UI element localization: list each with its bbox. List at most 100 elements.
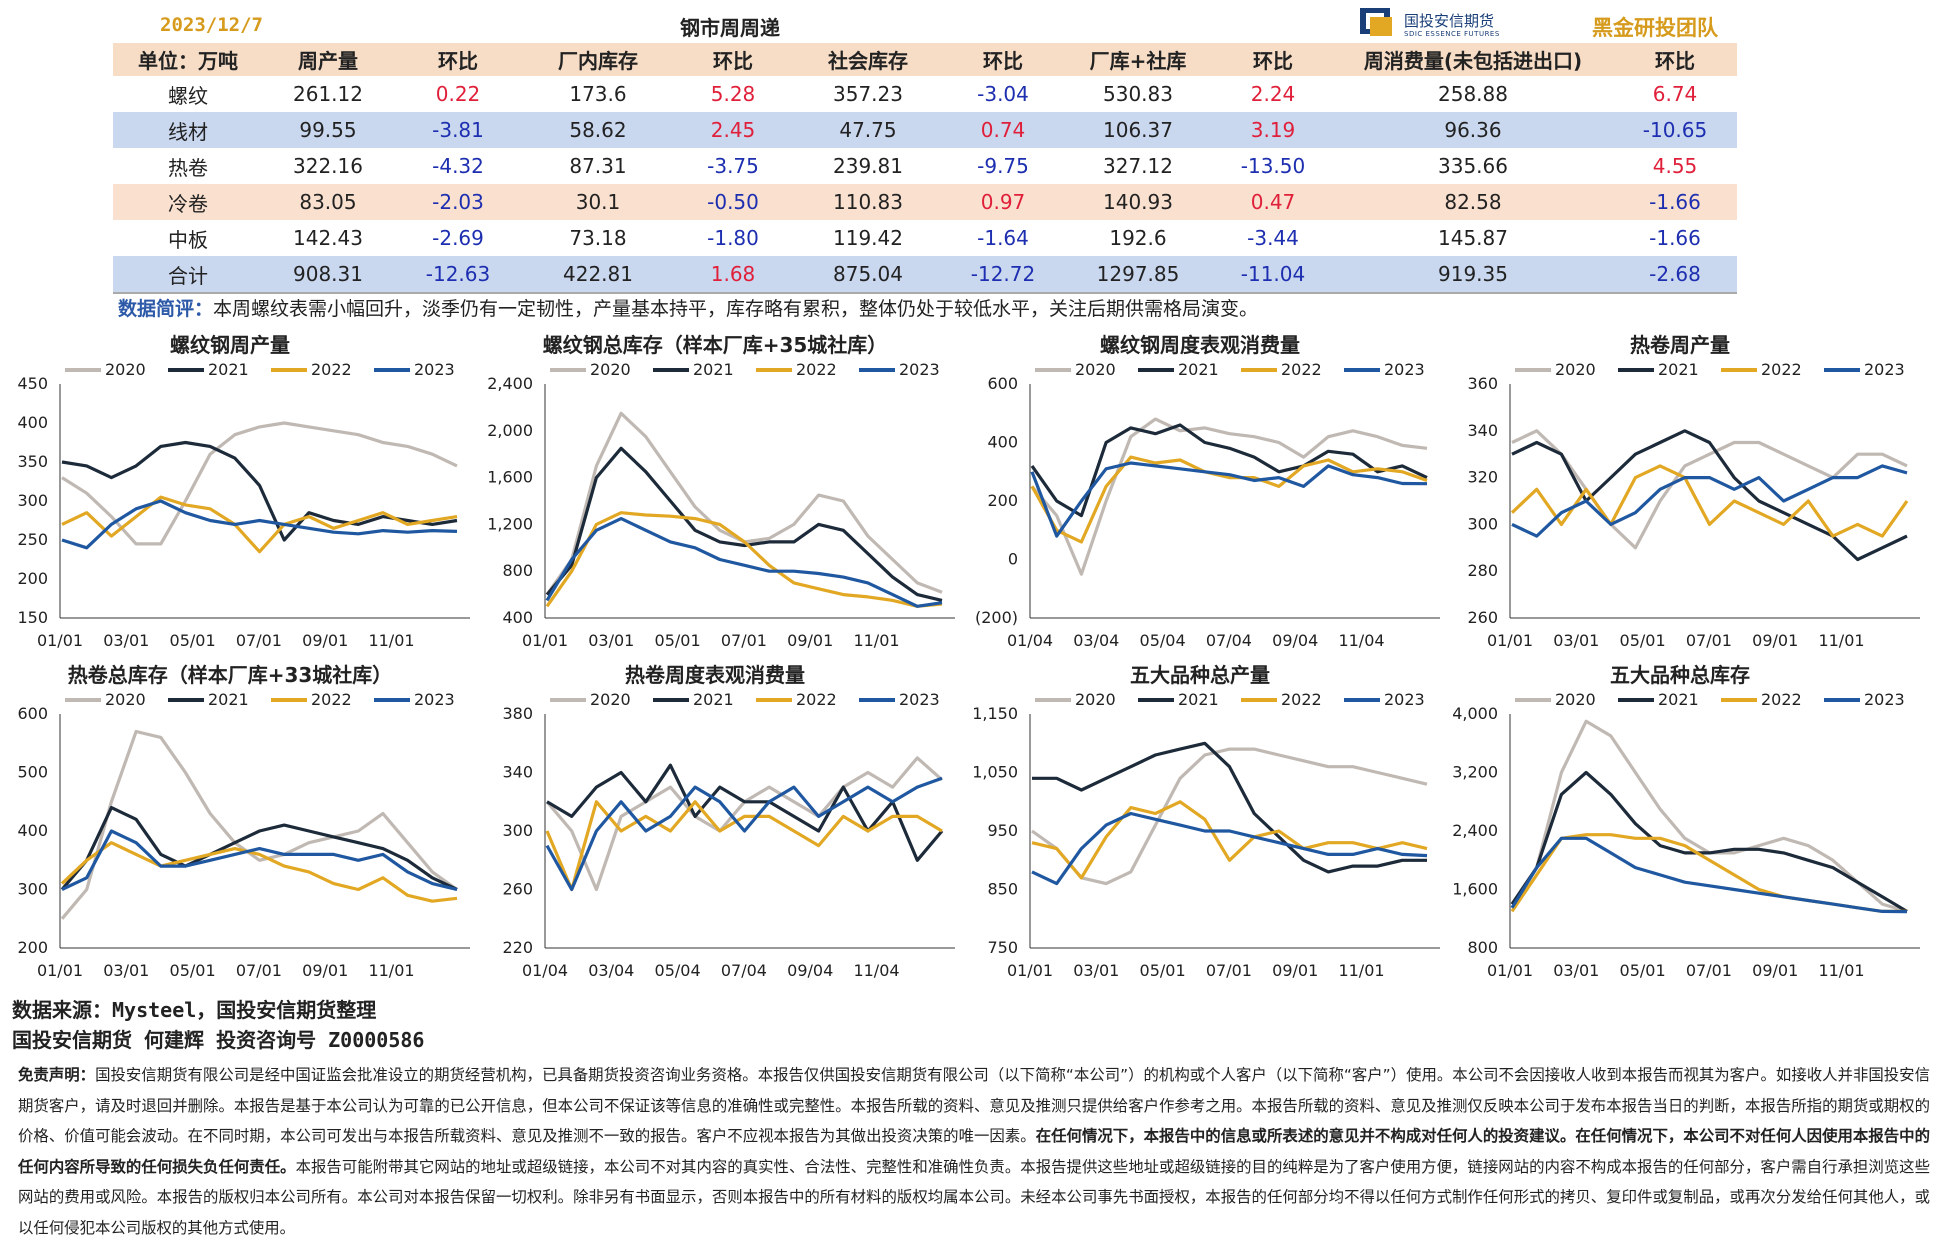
series-line-2022: [60, 841, 458, 903]
x-tick-label: 05/01: [170, 631, 216, 650]
x-tick-label: 07/01: [1686, 631, 1732, 650]
value-cell: 83.05: [263, 184, 393, 220]
chart-3: 螺纹钢周度表观消费量 2020 2021 2022 2023 (200) 0 200 400 60…: [975, 333, 1440, 650]
legend-label-2023: 2023: [899, 690, 940, 709]
x-tick-label: 05/04: [655, 961, 701, 980]
report-date: 2023/12/7: [160, 14, 263, 36]
legend-label-2023: 2023: [1384, 360, 1425, 379]
legend-label-2022: 2022: [1761, 690, 1802, 709]
value-cell: 30.1: [523, 184, 673, 220]
series-line-2020: [60, 729, 458, 920]
value-cell: 1297.85: [1063, 256, 1213, 294]
series-line-2021: [546, 763, 944, 862]
y-tick-label: 1,050: [972, 763, 1018, 782]
disclaimer-label: 免责声明：: [18, 1066, 96, 1084]
change-cell: -11.04: [1213, 256, 1333, 294]
series-line-2020: [1031, 747, 1428, 886]
series-line-2021: [1032, 741, 1427, 874]
x-tick-label: 03/04: [1073, 631, 1119, 650]
disclaimer-text-bold: 在任何情况下，本报告中的信息或所表述的意见并不构成对任何人的投资建议。在任何情况…: [18, 1127, 1930, 1176]
series-line-2022: [1031, 800, 1428, 880]
weekly-summary-table: 单位：万吨 周产量 环比 厂内库存 环比 社会库存 环比 厂库+社库 环比 周消费量(未包括进出口…: [113, 43, 1737, 294]
team-name: 黑金研投团队: [1592, 16, 1718, 40]
value-cell: 73.18: [569, 226, 627, 250]
x-tick-label: 05/01: [170, 961, 216, 980]
value-cell: 875.04: [793, 256, 943, 294]
table-header-cell: 环比: [943, 43, 1063, 76]
legend-label-2020: 2020: [1075, 360, 1116, 379]
y-tick-label: 150: [17, 608, 48, 627]
change-cell: -1.80: [707, 226, 759, 250]
y-tick-label: 750: [987, 938, 1018, 957]
row-name: 线材: [113, 112, 263, 148]
logo-subtext: SDIC ESSENCE FUTURES: [1404, 30, 1500, 38]
value-cell: 99.55: [263, 112, 393, 148]
x-tick-label: 11/01: [1818, 961, 1864, 980]
chart-title: 热卷周产量: [1630, 333, 1730, 357]
x-tick-label: 07/01: [236, 631, 282, 650]
x-tick-label: 01/01: [37, 631, 83, 650]
value-cell: 322.16: [293, 154, 363, 178]
series-line-2022: [61, 495, 458, 554]
value-cell: 140.93: [1063, 184, 1213, 220]
table-row: 合计 908.31 -12.63 422.81 1.68 875.04 -12.72 1297…: [113, 256, 1737, 294]
value-cell: 239.81: [833, 154, 903, 178]
y-tick-label: 340: [502, 763, 533, 782]
chart-title: 螺纹钢周产量: [170, 333, 290, 357]
table-row: 冷卷 83.05 -2.03 30.1 -0.50 110.83 0.97 140.93 0.4…: [113, 184, 1737, 220]
y-tick-label: 200: [987, 491, 1018, 510]
x-tick-label: 11/01: [1338, 961, 1384, 980]
change-cell: -0.50: [673, 184, 793, 220]
comment-text: 本周螺纹表需小幅回升，淡季仍有一定韧性，产量基本持平，库存略有累积，整体仍处于较…: [213, 298, 1259, 320]
value-cell: 87.31: [569, 154, 627, 178]
y-tick-label: 360: [1467, 374, 1498, 393]
series-line-2023: [1511, 464, 1908, 538]
legend-label-2020: 2020: [1555, 360, 1596, 379]
x-tick-label: 03/04: [588, 961, 634, 980]
series-line-2020: [61, 421, 458, 546]
x-tick-label: 09/04: [1272, 631, 1318, 650]
change-cell: -3.75: [707, 154, 759, 178]
disclaimer: 免责声明：国投安信期货有限公司是经中国证监会批准设立的期货经营机构，已具备期货投…: [18, 1060, 1930, 1243]
row-name: 螺纹: [168, 83, 208, 108]
y-tick-label: 450: [17, 374, 48, 393]
legend-label-2023: 2023: [414, 690, 455, 709]
legend-label-2020: 2020: [590, 690, 631, 709]
data-source: 数据来源：Mysteel，国投安信期货整理: [12, 998, 377, 1022]
y-tick-label: 950: [987, 821, 1018, 840]
series-line-2022: [1030, 455, 1428, 544]
series-line-2021: [545, 446, 943, 602]
series-line-2021: [1030, 423, 1428, 518]
change-cell: -3.44: [1247, 226, 1299, 250]
series-line-2020: [1510, 719, 1908, 913]
table-header-cell: 单位：万吨: [113, 43, 263, 76]
x-tick-label: 07/04: [721, 961, 767, 980]
series-line-2023: [545, 517, 943, 608]
value-cell: 82.58: [1333, 184, 1613, 220]
row-name: 热卷: [168, 155, 208, 180]
series-line-2020: [1030, 417, 1428, 576]
legend-label-2021: 2021: [693, 690, 734, 709]
y-tick-label: 850: [987, 880, 1018, 899]
x-tick-label: 09/01: [1752, 961, 1798, 980]
table-row: 热卷 322.16 -4.32 87.31 -3.75 239.81 -9.75 327.12…: [113, 148, 1737, 184]
change-cell: -2.03: [393, 184, 523, 220]
y-tick-label: 340: [1467, 421, 1498, 440]
y-tick-label: 200: [17, 569, 48, 588]
change-cell: -3.81: [393, 112, 523, 148]
data-comment: 数据简评：本周螺纹表需小幅回升，淡季仍有一定韧性，产量基本持平，库存略有累积，整…: [118, 294, 1258, 321]
y-tick-label: 2,400: [487, 374, 533, 393]
change-cell: 2.45: [673, 112, 793, 148]
legend-label-2020: 2020: [590, 360, 631, 379]
x-tick-label: 09/01: [302, 961, 348, 980]
x-tick-label: 03/01: [1073, 961, 1119, 980]
x-tick-label: 05/01: [1620, 631, 1666, 650]
x-tick-label: 01/01: [1007, 961, 1053, 980]
value-cell: 47.75: [793, 112, 943, 148]
y-tick-label: 4,000: [1452, 704, 1498, 723]
table-row: 线材 99.55 -3.81 58.62 2.45 47.75 0.74 106.37 3.19…: [113, 112, 1737, 148]
value-cell: 119.42: [833, 226, 903, 250]
table-header-cell: 周消费量(未包括进出口): [1333, 43, 1613, 76]
y-tick-label: 300: [1467, 514, 1498, 533]
series-line-2023: [61, 499, 458, 550]
